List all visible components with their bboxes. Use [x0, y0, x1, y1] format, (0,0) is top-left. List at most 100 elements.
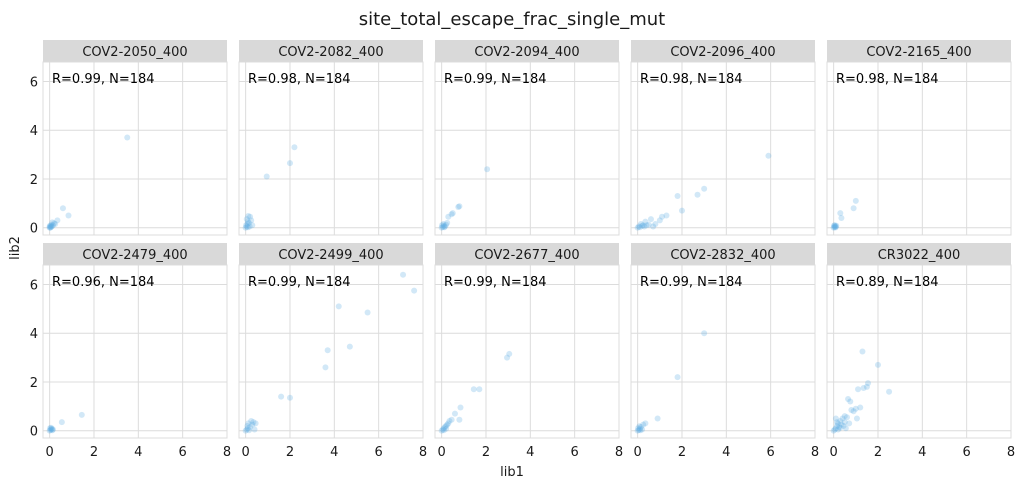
data-point [443, 221, 450, 228]
data-point [636, 423, 643, 430]
facet-strip [239, 40, 423, 62]
correlation-annotation: R=0.99, N=184 [640, 275, 743, 290]
data-point [642, 420, 649, 427]
correlation-annotation: R=0.98, N=184 [640, 72, 743, 87]
y-tick-label: 4 [30, 124, 38, 139]
data-point [244, 218, 251, 225]
data-point [244, 422, 251, 429]
data-point [701, 185, 708, 192]
x-tick-label: 6 [375, 445, 383, 460]
x-tick-label: 4 [918, 445, 926, 460]
data-point [831, 223, 838, 230]
x-tick-label: 8 [811, 445, 819, 460]
correlation-annotation: R=0.98, N=184 [836, 72, 939, 87]
data-point [639, 222, 646, 229]
data-point [674, 374, 681, 381]
facet-strip [43, 243, 227, 265]
data-point [859, 348, 866, 355]
facet-panels: COV2-2050_400 0 2 4 6 R=0.99, N=184 COV2-2082_… [30, 40, 1015, 460]
data-point [124, 134, 131, 141]
data-point [843, 414, 850, 421]
y-tick-label: 6 [30, 278, 38, 293]
facet-strip [631, 243, 815, 265]
data-point [484, 166, 491, 173]
data-point [838, 421, 845, 428]
data-point [441, 224, 448, 231]
data-point [835, 420, 842, 427]
data-point [286, 160, 293, 167]
data-point [246, 223, 253, 230]
data-point [49, 427, 56, 434]
data-point [59, 205, 66, 212]
data-point [249, 421, 256, 428]
data-point [250, 419, 257, 426]
data-point [765, 152, 772, 159]
data-point [46, 427, 53, 434]
data-point [848, 406, 855, 413]
x-tick-label: 6 [179, 445, 187, 460]
data-point [842, 425, 849, 432]
y-tick-label: 2 [30, 173, 38, 188]
data-point [639, 426, 646, 433]
data-point [54, 217, 61, 224]
data-point [47, 223, 54, 230]
data-point [441, 223, 448, 230]
facet-panel: COV2-2094_400 R=0.99, N=184 [434, 40, 620, 236]
data-point [444, 219, 451, 226]
data-point [847, 398, 854, 405]
facet-strip-label: COV2-2677_400 [474, 248, 579, 263]
x-tick-label: 0 [634, 445, 642, 460]
data-point [839, 415, 846, 422]
data-point [647, 216, 654, 223]
data-point [445, 213, 452, 220]
data-point [245, 427, 252, 434]
data-point [52, 221, 59, 228]
data-point [441, 424, 448, 431]
data-point [65, 212, 72, 219]
facet-panel: COV2-2082_400 R=0.98, N=184 [238, 40, 424, 236]
plot-area [630, 264, 816, 439]
data-point [243, 216, 250, 223]
x-tick-label: 6 [767, 445, 775, 460]
data-point [637, 427, 644, 434]
plot-area [826, 264, 1012, 439]
facet-strip-label: COV2-2165_400 [866, 45, 971, 60]
data-point [640, 222, 647, 229]
data-point [46, 224, 53, 231]
x-tick-label: 8 [419, 445, 427, 460]
x-axis-label: lib1 [500, 465, 524, 480]
data-point [48, 223, 55, 230]
x-tick-label: 0 [438, 445, 446, 460]
data-point [47, 425, 54, 432]
data-point [652, 221, 659, 228]
data-point [49, 222, 56, 229]
x-tick-label: 0 [830, 445, 838, 460]
data-point [438, 427, 445, 434]
x-tick-label: 0 [46, 445, 54, 460]
data-point [833, 222, 840, 229]
data-point [831, 426, 838, 433]
data-point [291, 144, 298, 151]
data-point [443, 422, 450, 429]
data-point [47, 222, 54, 229]
data-point [456, 203, 463, 210]
data-point [324, 347, 331, 354]
plot-area [238, 61, 424, 236]
plot-area [42, 61, 228, 236]
y-tick-label: 6 [30, 75, 38, 90]
data-point [278, 393, 285, 400]
x-tick-label: 4 [722, 445, 730, 460]
x-tick-label: 2 [482, 445, 490, 460]
data-point [249, 222, 256, 229]
data-point [642, 218, 649, 225]
facet-panel: COV2-2499_400 0 2 4 6 8 R=0.99, N=184 [238, 243, 427, 460]
data-point [853, 415, 860, 422]
x-tick-label: 6 [963, 445, 971, 460]
data-point [286, 394, 293, 401]
data-point [831, 222, 838, 229]
data-point [833, 422, 840, 429]
data-point [835, 426, 842, 433]
data-point [832, 425, 839, 432]
data-point [850, 205, 857, 212]
data-point [438, 224, 445, 231]
